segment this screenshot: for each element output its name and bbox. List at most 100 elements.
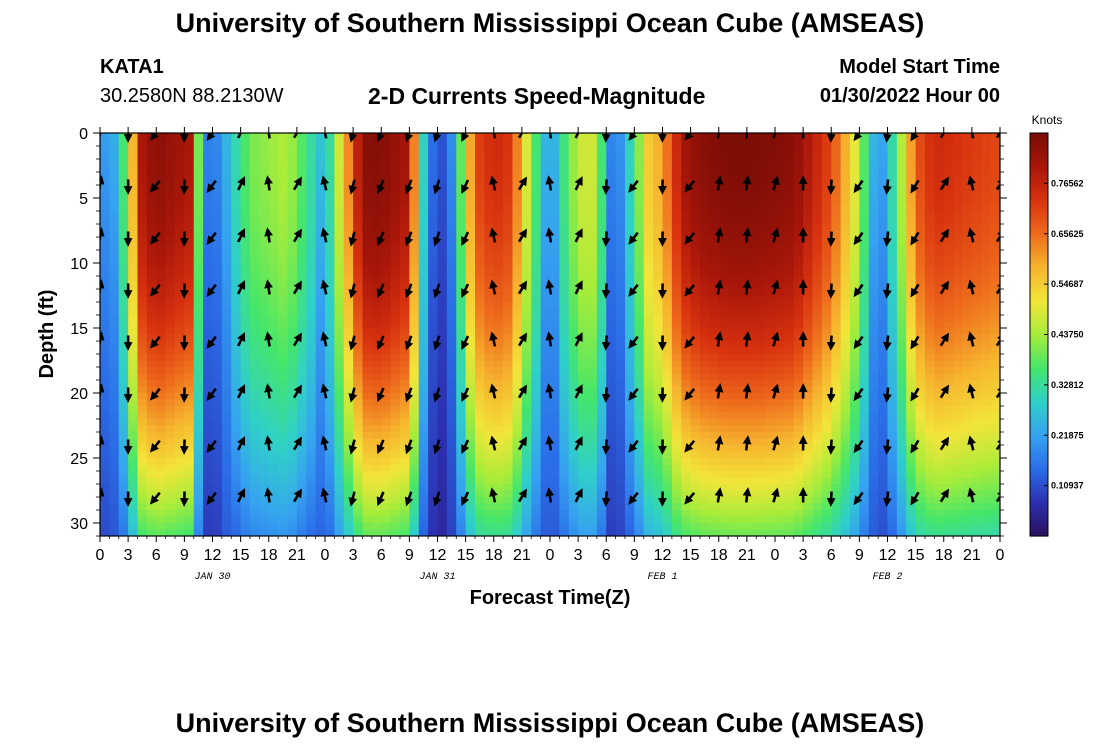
heatmap-cell <box>128 224 139 232</box>
heatmap-cell <box>409 165 420 173</box>
heatmap-cell <box>821 529 832 536</box>
heatmap-cell <box>700 412 710 420</box>
heatmap-cell <box>259 445 270 453</box>
heatmap-cell <box>709 425 720 433</box>
heatmap-cell <box>606 393 617 401</box>
heatmap-cell <box>803 490 814 498</box>
heatmap-cell <box>643 360 654 368</box>
heatmap-cell <box>118 250 129 258</box>
heatmap-cell <box>362 178 373 186</box>
heatmap-cell <box>756 289 767 297</box>
heatmap-cell <box>521 419 532 427</box>
heatmap-cell <box>700 464 710 472</box>
heatmap-cell <box>662 334 673 342</box>
heatmap-cell <box>784 471 795 479</box>
heatmap-cell <box>212 237 223 245</box>
heatmap-cell <box>437 263 448 271</box>
heatmap-cell <box>334 198 345 206</box>
heatmap-cell <box>775 263 785 271</box>
heatmap-cell <box>850 256 860 264</box>
heatmap-cell <box>662 211 673 219</box>
heatmap-cell <box>493 406 504 414</box>
heatmap-cell <box>390 256 401 264</box>
heatmap-cell <box>400 165 410 173</box>
heatmap-cell <box>362 347 373 355</box>
heatmap-cell <box>259 341 270 349</box>
heatmap-cell <box>418 224 429 232</box>
heatmap-cell <box>512 198 523 206</box>
heatmap-cell <box>353 451 364 459</box>
heatmap-cell <box>643 159 654 167</box>
heatmap-cell <box>437 399 448 407</box>
heatmap-cell <box>390 458 401 466</box>
heatmap-cell <box>128 133 139 141</box>
heatmap-cell <box>428 380 439 388</box>
heatmap-cell <box>653 211 664 219</box>
heatmap-cell <box>203 211 214 219</box>
heatmap-cell <box>615 269 626 277</box>
heatmap-cell <box>456 438 467 446</box>
heatmap-cell <box>681 334 692 342</box>
heatmap-cell <box>503 419 514 427</box>
heatmap-cell <box>503 224 514 232</box>
heatmap-cell <box>306 198 317 206</box>
heatmap-cell <box>146 419 157 427</box>
heatmap-cell <box>465 243 476 251</box>
heatmap-cell <box>493 399 504 407</box>
heatmap-cell <box>606 347 617 355</box>
heatmap-cell <box>821 198 832 206</box>
heatmap-cell <box>493 328 504 336</box>
heatmap-cell <box>521 302 532 310</box>
heatmap-cell <box>540 256 551 264</box>
heatmap-cell <box>259 464 270 472</box>
heatmap-cell <box>568 198 579 206</box>
heatmap-cell <box>250 529 260 536</box>
heatmap-cell <box>221 211 232 219</box>
heatmap-cell <box>371 276 382 284</box>
heatmap-cell <box>634 367 645 375</box>
heatmap-cell <box>521 159 532 167</box>
heatmap-cell <box>409 191 420 199</box>
heatmap-cell <box>821 386 832 394</box>
heatmap-cell <box>128 373 139 381</box>
heatmap-cell <box>587 399 598 407</box>
heatmap-cell <box>578 484 589 492</box>
heatmap-cell <box>250 386 260 394</box>
heatmap-cell <box>156 230 167 238</box>
heatmap-cell <box>446 419 457 427</box>
heatmap-cell <box>362 425 373 433</box>
heatmap-cell <box>128 250 139 258</box>
heatmap-cell <box>821 360 832 368</box>
heatmap-cell <box>165 211 176 219</box>
heatmap-cell <box>231 360 242 368</box>
heatmap-cell <box>362 367 373 375</box>
heatmap-cell <box>437 282 448 290</box>
heatmap-cell <box>315 204 326 212</box>
heatmap-cell <box>775 406 785 414</box>
heatmap-cell <box>221 178 232 186</box>
heatmap-cell <box>259 172 270 180</box>
heatmap-cell <box>400 432 410 440</box>
heatmap-cell <box>109 399 120 407</box>
heatmap-cell <box>550 360 560 368</box>
heatmap-cell <box>812 230 823 238</box>
heatmap-cell <box>803 237 814 245</box>
heatmap-cell <box>325 458 335 466</box>
heatmap-cell <box>259 529 270 536</box>
heatmap-cell <box>606 198 617 206</box>
heatmap-cell <box>231 341 242 349</box>
heatmap-cell <box>475 497 485 505</box>
heatmap-cell <box>625 484 635 492</box>
heatmap-cell <box>615 477 626 485</box>
heatmap-cell <box>184 516 195 524</box>
heatmap-cell <box>765 282 776 290</box>
heatmap-cell <box>756 191 767 199</box>
heatmap-cell <box>840 523 851 531</box>
heatmap-cell <box>437 503 448 511</box>
heatmap-cell <box>681 165 692 173</box>
heatmap-cell <box>137 243 148 251</box>
heatmap-cell <box>428 347 439 355</box>
heatmap-cell <box>540 484 551 492</box>
heatmap-cell <box>737 165 748 173</box>
heatmap-cell <box>315 523 326 531</box>
